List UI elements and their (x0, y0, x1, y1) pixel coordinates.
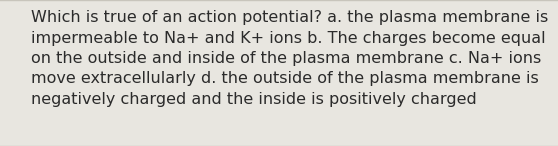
Text: Which is true of an action potential? a. the plasma membrane is
impermeable to N: Which is true of an action potential? a.… (31, 10, 548, 107)
